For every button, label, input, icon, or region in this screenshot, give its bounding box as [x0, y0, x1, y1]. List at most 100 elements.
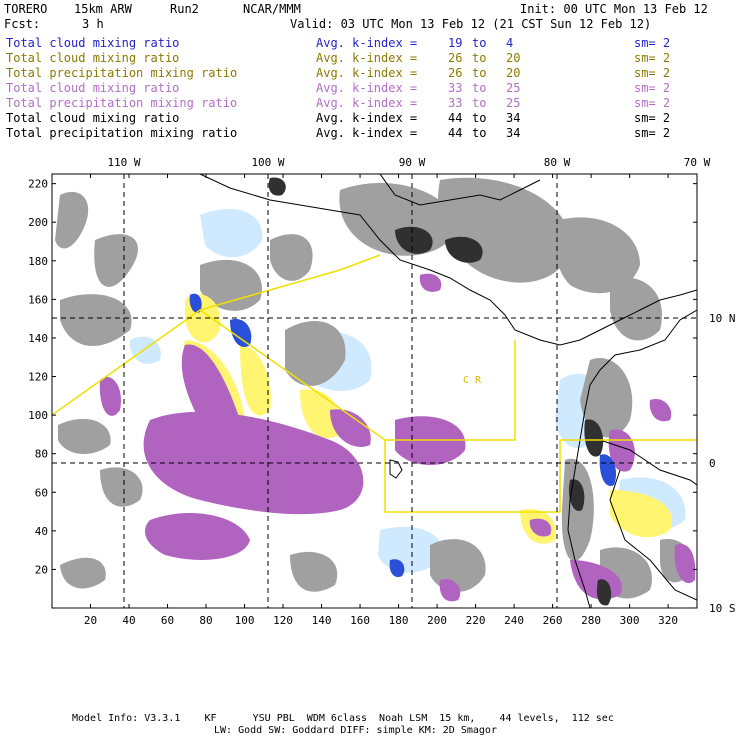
purple-blob — [649, 399, 672, 422]
cloud-blob — [100, 467, 143, 507]
y-tick-label: 80 — [35, 448, 48, 461]
x-tick-label: 180 — [389, 614, 409, 627]
blue-core — [189, 293, 202, 313]
legend-kindex-label: Avg. k-index = — [316, 81, 418, 95]
model-resolution: 15km ARW — [74, 2, 132, 16]
longitude-label: 110 W — [107, 156, 140, 169]
coastline — [379, 174, 541, 206]
longitude-label: 90 W — [399, 156, 426, 169]
coastlines — [199, 174, 697, 608]
purple-blob — [419, 273, 442, 292]
x-tick-label: 240 — [504, 614, 524, 627]
purple-blob — [145, 512, 250, 560]
cloud-blob — [430, 539, 486, 592]
purple-blob — [99, 376, 121, 416]
legend-kindex-label: Avg. k-index = — [316, 36, 418, 50]
longitude-label: 100 W — [251, 156, 284, 169]
legend-field: Total precipitation mixing ratio — [6, 96, 238, 110]
legend-kindex-label: Avg. k-index = — [316, 66, 418, 80]
lat-lon-grid — [52, 174, 697, 608]
coastline — [599, 439, 697, 486]
x-tick-label: 60 — [161, 614, 174, 627]
x-tick-label: 200 — [427, 614, 447, 627]
x-tick-label: 40 — [122, 614, 135, 627]
legend-smoothing: sm= 2 — [634, 96, 671, 110]
legend-smoothing: sm= 2 — [634, 81, 671, 95]
dark-core — [596, 579, 612, 606]
x-tick-label: 280 — [581, 614, 601, 627]
latitude-label: 0 — [709, 457, 716, 470]
fcst-label: Fcst: — [4, 17, 41, 31]
legend-to: to — [472, 66, 487, 80]
legend-k-end: 25 — [506, 81, 521, 95]
purple-blob — [439, 579, 461, 602]
dark-core — [584, 419, 604, 457]
x-tick-label: 100 — [235, 614, 255, 627]
cloud-blob — [94, 234, 138, 287]
gray-cloud-layer — [55, 177, 693, 599]
y-tick-label: 100 — [28, 409, 48, 422]
legend-smoothing: sm= 2 — [634, 111, 671, 125]
plot-frame — [51, 173, 698, 609]
legend-smoothing: sm= 2 — [634, 36, 671, 50]
cloud-blob — [58, 418, 111, 455]
purple-field-layer — [99, 273, 696, 602]
yellow-blob — [240, 345, 271, 416]
legend-k-start: 19 — [448, 36, 463, 50]
legend-k-end: 20 — [506, 51, 521, 65]
blue-core — [599, 454, 617, 486]
legend-k-end: 20 — [506, 66, 521, 80]
cloud-blob — [55, 191, 89, 249]
physics-info-line: LW: Godd SW: Goddard DIFF: simple KM: 2D… — [214, 725, 497, 736]
yellow-blob — [610, 490, 672, 538]
country-label: C R — [463, 375, 482, 386]
x-tick-label: 160 — [350, 614, 370, 627]
cloud-blob — [285, 321, 346, 387]
cloud-blob — [60, 557, 106, 589]
cloud-blob — [580, 358, 633, 438]
domain-boundaries — [52, 254, 697, 513]
fcst-value: 3 h — [82, 17, 104, 31]
x-tick-label: 140 — [312, 614, 332, 627]
legend-field: Total precipitation mixing ratio — [6, 126, 238, 140]
org-label: NCAR/MMM — [243, 2, 301, 16]
legend-kindex-label: Avg. k-index = — [316, 126, 418, 140]
dark-core — [445, 236, 483, 263]
blue-core — [230, 319, 252, 348]
y-tick-label: 160 — [28, 293, 48, 306]
x-tick-label: 260 — [543, 614, 563, 627]
boundary-line — [199, 254, 381, 311]
longitude-label: 80 W — [544, 156, 571, 169]
y-tick-label: 220 — [28, 178, 48, 191]
legend-to: to — [472, 126, 487, 140]
cloud-blob — [290, 551, 338, 592]
legend-field: Total cloud mixing ratio — [6, 111, 180, 125]
legend-k-start: 44 — [448, 126, 463, 140]
weather-fields — [52, 174, 697, 608]
valid-time: Valid: 03 UTC Mon 13 Feb 12 (21 CST Sun … — [290, 17, 652, 31]
legend-k-start: 33 — [448, 96, 463, 110]
legend-k-start: 44 — [448, 111, 463, 125]
cloud-blob — [60, 294, 132, 347]
y-tick-label: 20 — [35, 563, 48, 576]
run-label: Run2 — [170, 2, 199, 16]
init-time: Init: 00 UTC Mon 13 Feb 12 — [520, 2, 708, 16]
purple-blob — [529, 518, 552, 537]
legend-to: to — [472, 111, 487, 125]
tick-marks — [52, 174, 697, 608]
x-tick-label: 220 — [466, 614, 486, 627]
legend-kindex-label: Avg. k-index = — [316, 51, 418, 65]
model-info-line: Model Info: V3.3.1 KF YSU PBL WDM 6class… — [72, 713, 614, 724]
legend-k-start: 33 — [448, 81, 463, 95]
y-tick-label: 180 — [28, 255, 48, 268]
legend-k-start: 26 — [448, 66, 463, 80]
boundary-line — [385, 340, 516, 441]
coastline — [199, 174, 697, 346]
legend-field: Total precipitation mixing ratio — [6, 66, 238, 80]
dark-field-layer — [268, 177, 612, 606]
cloud-blob — [200, 209, 263, 258]
legend-to: to — [472, 51, 487, 65]
x-tick-label: 120 — [273, 614, 293, 627]
legend-smoothing: sm= 2 — [634, 66, 671, 80]
